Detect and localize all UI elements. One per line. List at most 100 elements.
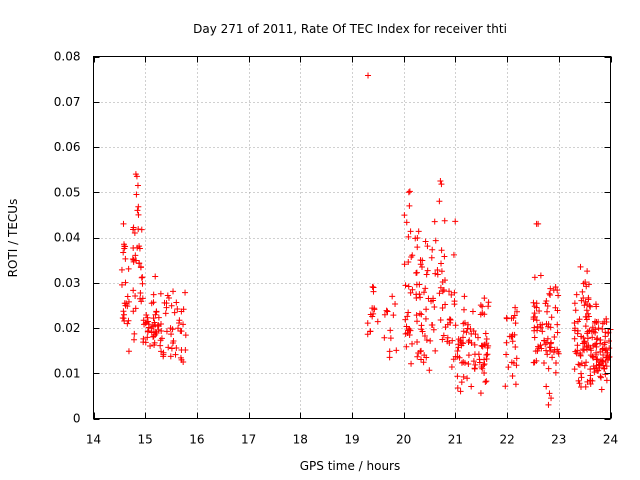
data-point xyxy=(153,308,160,315)
data-point xyxy=(584,378,591,385)
data-point xyxy=(438,260,445,267)
data-point xyxy=(405,258,412,265)
data-point xyxy=(479,309,486,316)
data-point xyxy=(460,359,467,366)
data-point xyxy=(588,347,595,354)
data-point xyxy=(599,358,606,365)
data-point xyxy=(576,380,583,387)
data-point xyxy=(594,335,601,342)
data-point xyxy=(392,301,399,308)
data-point xyxy=(364,331,371,338)
data-point xyxy=(174,306,181,313)
data-point xyxy=(555,348,562,355)
x-tick-label: 20 xyxy=(396,433,411,447)
data-point xyxy=(503,351,510,358)
data-point xyxy=(460,328,467,335)
y-axis-label: ROTI / TECUs xyxy=(6,199,20,278)
data-point xyxy=(545,401,552,408)
data-point xyxy=(438,268,445,275)
data-point xyxy=(182,289,189,296)
data-point xyxy=(513,308,520,315)
data-point xyxy=(436,290,443,297)
data-point xyxy=(139,274,146,281)
data-point xyxy=(454,384,461,391)
data-point xyxy=(118,281,125,288)
data-point xyxy=(471,365,478,372)
data-point xyxy=(537,342,544,349)
data-point xyxy=(134,244,141,251)
data-point xyxy=(415,228,422,235)
data-point xyxy=(402,282,409,289)
data-point xyxy=(585,296,592,303)
data-point xyxy=(578,370,585,377)
data-point xyxy=(387,327,394,334)
data-point xyxy=(427,337,434,344)
data-point xyxy=(135,211,142,218)
data-point xyxy=(414,318,421,325)
x-tick-label: 19 xyxy=(344,433,359,447)
data-point xyxy=(434,271,441,278)
data-point xyxy=(467,325,474,332)
data-point xyxy=(458,359,465,366)
data-point xyxy=(152,273,159,280)
data-point xyxy=(546,344,553,351)
data-point xyxy=(477,302,484,309)
data-point xyxy=(147,343,154,350)
data-point xyxy=(536,308,543,315)
data-point xyxy=(602,333,609,340)
data-point xyxy=(589,334,596,341)
data-point xyxy=(428,321,435,328)
data-point xyxy=(157,290,164,297)
data-point xyxy=(118,266,125,273)
data-point xyxy=(405,189,412,196)
data-point xyxy=(370,310,377,317)
data-point xyxy=(468,330,475,337)
data-point xyxy=(585,281,592,288)
data-point xyxy=(536,345,543,352)
data-point xyxy=(547,285,554,292)
data-point xyxy=(582,313,589,320)
data-point xyxy=(122,243,129,250)
data-point xyxy=(599,320,606,327)
data-point xyxy=(374,318,381,325)
data-point xyxy=(593,351,600,358)
data-point xyxy=(455,341,462,348)
data-point xyxy=(420,359,427,366)
data-point xyxy=(130,226,137,233)
data-point xyxy=(452,218,459,225)
x-tick-label: 14 xyxy=(86,433,101,447)
data-point xyxy=(531,334,538,341)
data-point xyxy=(428,298,435,305)
data-point xyxy=(571,366,578,373)
data-point xyxy=(132,305,139,312)
data-point xyxy=(416,291,423,298)
data-point xyxy=(454,353,461,360)
data-point xyxy=(580,294,587,301)
data-point xyxy=(461,319,468,326)
data-point xyxy=(454,373,461,380)
data-point xyxy=(369,283,376,290)
data-point xyxy=(584,268,591,275)
data-point xyxy=(125,348,132,355)
data-point xyxy=(585,310,592,317)
data-point xyxy=(509,333,516,340)
data-point xyxy=(442,324,449,331)
data-point xyxy=(452,322,459,329)
data-point xyxy=(408,253,415,260)
data-point xyxy=(437,317,444,324)
data-point xyxy=(509,372,516,379)
data-point xyxy=(393,347,400,354)
data-point xyxy=(121,300,128,307)
data-point xyxy=(135,203,142,210)
data-point xyxy=(531,303,538,310)
data-point xyxy=(403,219,410,226)
data-point xyxy=(172,351,179,358)
data-point xyxy=(130,287,137,294)
data-point xyxy=(548,314,555,321)
data-point xyxy=(579,288,586,295)
x-tick-label: 22 xyxy=(499,433,514,447)
data-point xyxy=(503,339,510,346)
data-point xyxy=(163,328,170,335)
data-point xyxy=(548,395,555,402)
